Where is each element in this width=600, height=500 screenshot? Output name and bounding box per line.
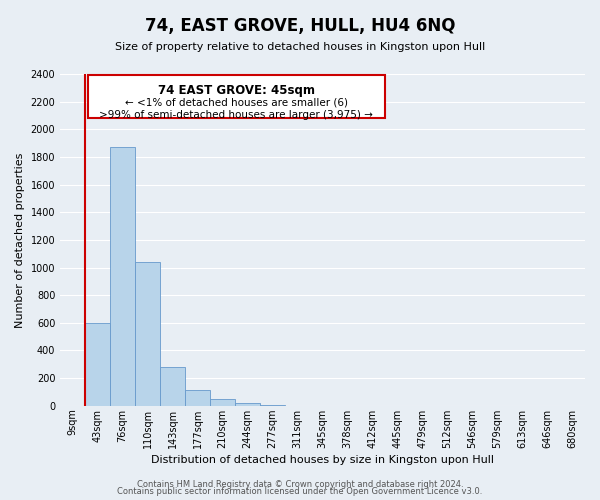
Bar [110,148,135,406]
Bar [85,323,110,406]
Text: Contains HM Land Registry data © Crown copyright and database right 2024.: Contains HM Land Registry data © Crown c… [137,480,463,489]
Text: Contains public sector information licensed under the Open Government Licence v3: Contains public sector information licen… [118,487,482,496]
Y-axis label: Number of detached properties: Number of detached properties [15,152,25,328]
X-axis label: Distribution of detached houses by size in Kingston upon Hull: Distribution of detached houses by size … [151,455,494,465]
Bar [235,403,260,406]
Bar [260,405,285,406]
FancyBboxPatch shape [88,76,385,118]
Text: >99% of semi-detached houses are larger (3,975) →: >99% of semi-detached houses are larger … [100,110,373,120]
Text: 74 EAST GROVE: 45sqm: 74 EAST GROVE: 45sqm [158,84,315,96]
Bar [210,399,235,406]
Text: ← <1% of detached houses are smaller (6): ← <1% of detached houses are smaller (6) [125,98,348,108]
Text: Size of property relative to detached houses in Kingston upon Hull: Size of property relative to detached ho… [115,42,485,52]
Bar [185,390,210,406]
Bar [135,262,160,406]
Bar [160,367,185,406]
Text: 74, EAST GROVE, HULL, HU4 6NQ: 74, EAST GROVE, HULL, HU4 6NQ [145,18,455,36]
